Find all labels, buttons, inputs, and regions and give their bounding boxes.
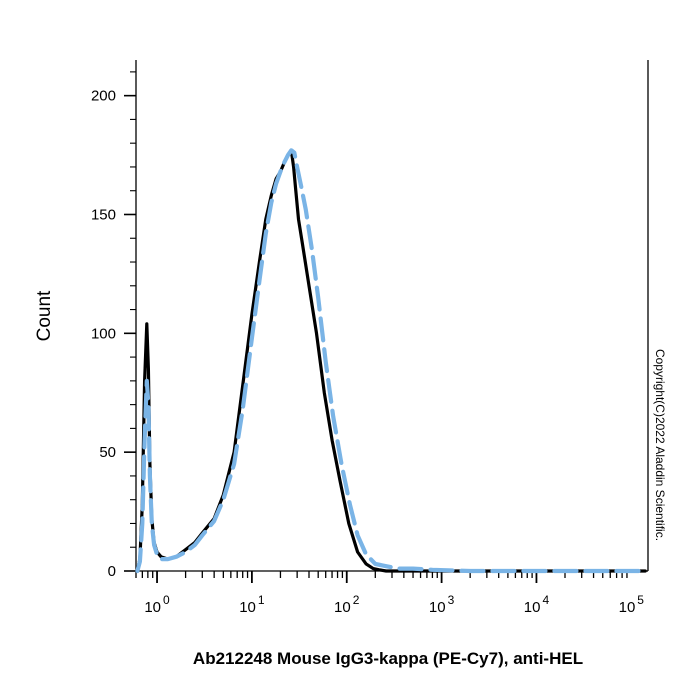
x-tick-label: 10 5 xyxy=(619,593,645,616)
x-axis-ticks: 10 0 10 1 10 2 10 3 10 4 10 5 xyxy=(135,571,645,616)
plot-frame xyxy=(135,60,649,572)
x-tick-label: 10 3 xyxy=(429,593,455,616)
copyright-text: Copyright(C)2022 Aladdin Scientific. xyxy=(653,349,667,541)
series-group xyxy=(135,148,648,574)
series-line-solid xyxy=(135,148,647,573)
y-axis-label: Count xyxy=(34,290,55,341)
y-tick-label: 200 xyxy=(91,88,116,105)
x-tick-label: 10 0 xyxy=(144,593,170,616)
y-axis-ticks: 0 50 100 150 200 xyxy=(91,71,136,580)
chart-caption: Ab212248 Mouse IgG3-kappa (PE-Cy7), anti… xyxy=(193,649,583,668)
y-tick-label: 0 xyxy=(108,563,116,580)
x-tick-label: 10 1 xyxy=(239,593,265,616)
y-tick-label: 150 xyxy=(91,206,116,223)
series-line-dashed xyxy=(135,148,648,574)
y-tick-label: 100 xyxy=(91,325,116,342)
y-tick-label: 50 xyxy=(99,444,116,461)
x-tick-label: 10 4 xyxy=(524,593,550,616)
x-tick-label: 10 2 xyxy=(334,593,360,616)
